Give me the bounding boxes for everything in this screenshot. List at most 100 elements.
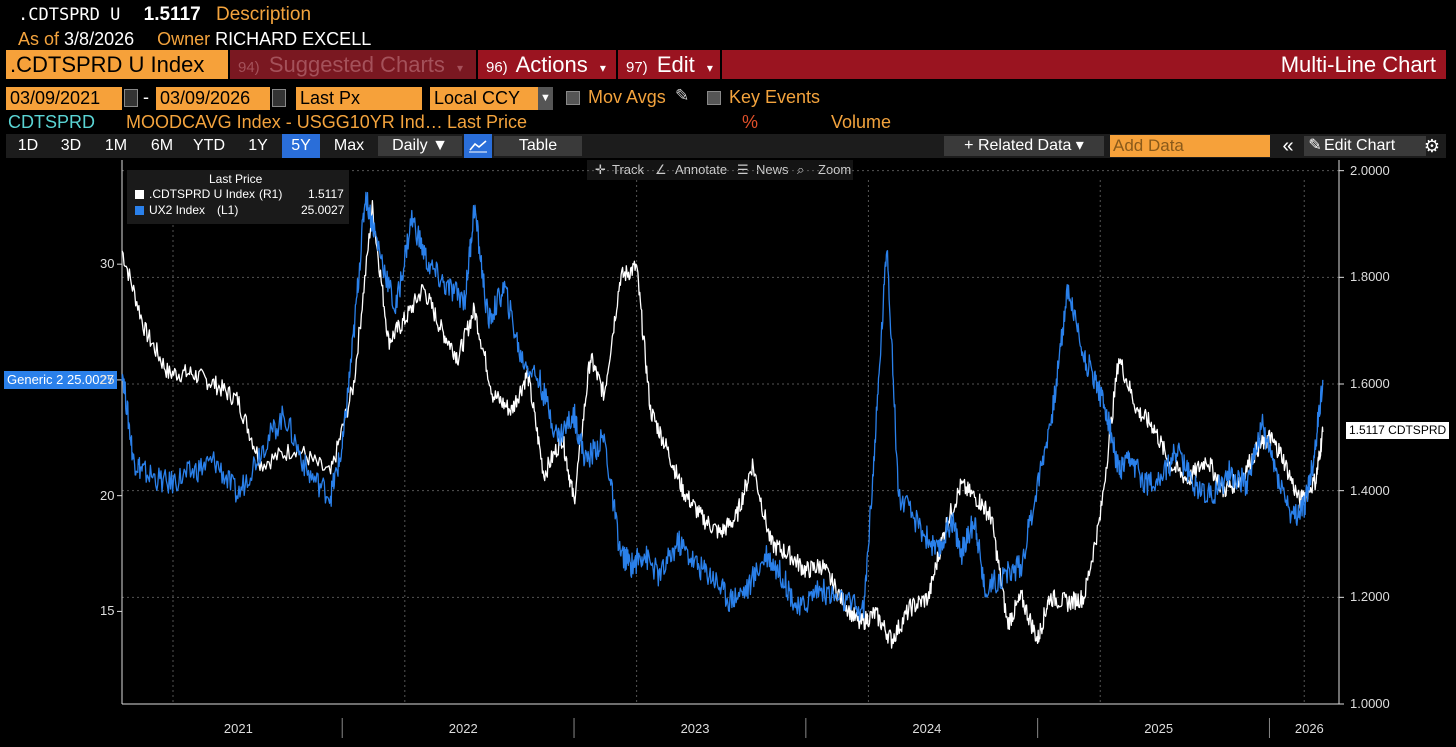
- caret-down-icon: ▾: [599, 61, 606, 75]
- series-expression-label[interactable]: MOODCAVG Index - USGG10YR Ind…: [126, 112, 443, 132]
- range-6m-button[interactable]: 6M: [150, 137, 174, 154]
- track-button[interactable]: Track: [612, 162, 645, 177]
- chart-axes: [117, 160, 1344, 738]
- key-events-label[interactable]: Key Events: [729, 87, 821, 107]
- suggested-charts-label: Suggested Charts: [268, 52, 445, 77]
- line-chart-icon[interactable]: [464, 134, 492, 158]
- legend-value-ux2: 25.0027: [301, 203, 345, 217]
- collapse-icon[interactable]: «: [1282, 135, 1294, 157]
- description-link[interactable]: Description: [216, 4, 312, 25]
- chart-legend[interactable]: Last Price .CDTSPRD U Index (R1) 1.5117 …: [127, 170, 349, 224]
- ticker-label[interactable]: .CDTSPRD U: [18, 5, 121, 25]
- related-data-box: [944, 136, 1104, 156]
- edit-number: 97): [626, 59, 648, 76]
- legend-name-cdtsprd: .CDTSPRD U Index: [149, 187, 256, 201]
- mov-avgs-label[interactable]: Mov Avgs: [588, 87, 666, 107]
- end-date-input[interactable]: 03/09/2026: [156, 87, 270, 110]
- header-line: .CDTSPRD U 1.5117 Description: [18, 4, 311, 26]
- x-tick-label: 2021: [223, 721, 253, 736]
- as-of-label: As of: [18, 29, 60, 49]
- owner-label: Owner: [157, 29, 211, 49]
- related-data-button[interactable]: + Related Data ▾: [964, 137, 1084, 154]
- left-tick-label: 25: [100, 371, 115, 387]
- key-events-checkbox[interactable]: [707, 91, 721, 105]
- pencil-icon[interactable]: ✎: [675, 86, 690, 105]
- start-date-input[interactable]: 03/09/2021: [6, 87, 122, 110]
- right-tick-label: 1.2000: [1350, 589, 1390, 605]
- x-tick-label: 2024: [912, 721, 942, 736]
- calendar-icon[interactable]: [124, 89, 138, 107]
- as-of-date: 3/8/2026: [64, 29, 135, 49]
- as-of-line: As of 3/8/2026 Owner RICHARD EXCELL: [18, 29, 371, 50]
- field-select[interactable]: Last Px: [296, 87, 422, 110]
- legend-title: Last Price: [209, 172, 263, 186]
- function-menubar: .CDTSPRD U Index 94) Suggested Charts ▾ …: [6, 50, 1446, 79]
- right-tick-label: 1.0000: [1350, 696, 1390, 711]
- legend-swatch-cdtsprd: [135, 190, 144, 199]
- suggested-charts-menu[interactable]: 94) Suggested Charts ▾: [230, 50, 476, 79]
- frequency-select[interactable]: Daily ▼: [392, 137, 448, 154]
- legend-axis-ux2: (L1): [217, 203, 239, 217]
- add-data-input[interactable]: Add Data: [1110, 135, 1270, 157]
- range-1y-button[interactable]: 1Y: [248, 137, 268, 154]
- range-max-button[interactable]: Max: [333, 137, 365, 154]
- series-percent-label[interactable]: %: [742, 112, 759, 132]
- security-field[interactable]: .CDTSPRD U Index: [6, 50, 228, 79]
- legend-swatch-ux2: [135, 206, 144, 215]
- caret-down-icon: ▾: [457, 61, 464, 75]
- right-tick-label: 1.4000: [1350, 482, 1390, 498]
- range-5y-button[interactable]: 5Y: [282, 134, 320, 158]
- currency-select[interactable]: Local CCY: [430, 87, 538, 110]
- chart-lines: [121, 191, 1324, 649]
- legend-axis-cdtsprd: (R1): [259, 187, 283, 201]
- mov-avgs-checkbox[interactable]: [566, 91, 580, 105]
- table-button[interactable]: Table: [518, 137, 558, 154]
- right-tick-label: 1.8000: [1350, 269, 1390, 285]
- news-button[interactable]: News: [756, 162, 789, 177]
- dropdown-arrow-icon[interactable]: ▼: [538, 87, 553, 110]
- right-tick-label: 2.0000: [1350, 162, 1390, 178]
- edit-chart-box: [1304, 136, 1426, 156]
- range-3d-button[interactable]: 3D: [60, 137, 82, 154]
- table-button-box: [494, 136, 582, 156]
- frequency-select-box: [378, 136, 462, 156]
- annotate-icon[interactable]: ∠: [655, 162, 667, 177]
- edit-chart-button[interactable]: Edit Chart: [1324, 137, 1396, 154]
- series-field-label[interactable]: Last Price: [447, 112, 528, 132]
- actions-menu[interactable]: 96) Actions ▾: [478, 50, 616, 79]
- range-1m-button[interactable]: 1M: [104, 137, 128, 154]
- last-price: 1.5117: [143, 4, 201, 25]
- series-volume-label[interactable]: Volume: [831, 112, 892, 132]
- left-last-value-badge: Generic 2 25.0027: [4, 370, 117, 389]
- right-tick-label: 1.6000: [1350, 376, 1390, 391]
- series-security-label[interactable]: CDTSPRD: [8, 112, 96, 132]
- function-title: Multi-Line Chart: [722, 50, 1446, 79]
- legend-value-cdtsprd: 1.5117: [308, 187, 344, 201]
- legend-name-ux2: UX2 Index: [149, 203, 206, 217]
- x-tick-label: 2025: [1144, 721, 1174, 736]
- actions-number: 96): [486, 59, 508, 76]
- zoom-button[interactable]: Zoom: [818, 162, 852, 177]
- calendar-icon[interactable]: [272, 89, 286, 107]
- x-tick-label: 2023: [680, 721, 710, 736]
- series-line-ux2: [121, 191, 1324, 621]
- news-icon[interactable]: ☰: [737, 162, 749, 177]
- actions-label: Actions: [515, 52, 588, 77]
- edit-menu[interactable]: 97) Edit ▾: [618, 50, 720, 79]
- caret-down-icon: ▾: [706, 61, 713, 75]
- date-separator: -: [143, 87, 149, 107]
- x-tick-label: 2022: [448, 721, 478, 736]
- range-1d-button[interactable]: 1D: [17, 137, 39, 154]
- chart-tools-bar: ✛ Track ∠ Annotate ☰ News ⌕ Zoom: [587, 160, 853, 180]
- annotate-button[interactable]: Annotate: [675, 162, 728, 177]
- pencil-icon[interactable]: ✎: [1308, 137, 1322, 154]
- zoom-icon[interactable]: ⌕: [797, 162, 805, 177]
- left-tick-label: 15: [100, 603, 115, 619]
- gear-icon[interactable]: ⚙: [1423, 136, 1441, 156]
- suggested-charts-number: 94): [238, 59, 260, 76]
- range-ytd-button[interactable]: YTD: [193, 137, 225, 154]
- series-line-cdtsprd: [121, 199, 1324, 649]
- crosshair-icon[interactable]: ✛: [595, 162, 606, 177]
- chart-toolbar: 1D 3D 1M 6M YTD 1Y 5Y Max Daily ▼ Table …: [6, 134, 1446, 158]
